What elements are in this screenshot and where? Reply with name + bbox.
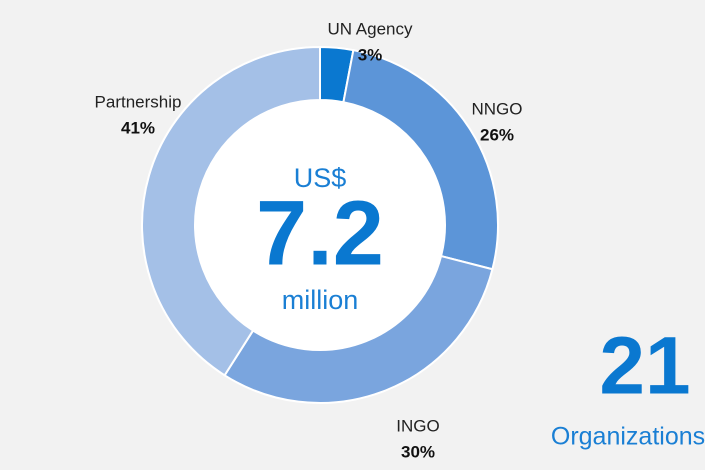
donut-hole xyxy=(195,100,445,350)
slice-value-label: 26% xyxy=(480,125,514,144)
total-prefix: US$ xyxy=(294,163,347,193)
slice-label: UN Agency xyxy=(327,19,413,38)
slice-value-label: 41% xyxy=(121,118,155,137)
organizations-label: Organizations xyxy=(551,423,705,451)
slice-value-label: 3% xyxy=(358,45,383,64)
slice-value-label: 30% xyxy=(401,442,435,461)
organizations-count: 21 xyxy=(599,321,690,412)
total-value: 7.2 xyxy=(256,182,384,284)
total-unit: million xyxy=(282,285,359,315)
slice-label: Partnership xyxy=(95,92,182,111)
slice-label: NNGO xyxy=(472,99,523,118)
slice-label: INGO xyxy=(396,416,439,435)
